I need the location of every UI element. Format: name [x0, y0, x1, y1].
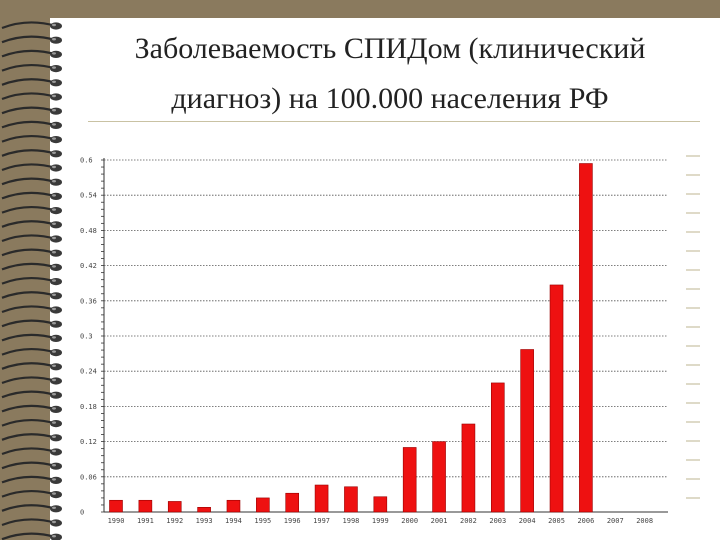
bar-2003: [490, 382, 505, 513]
y-tick-label: 0.48: [80, 227, 97, 235]
x-tick-label: 2004: [519, 517, 536, 525]
y-tick-label: 0.12: [80, 438, 97, 446]
title-divider: [88, 121, 700, 122]
bar-2000: [402, 447, 417, 513]
y-tick-label: 0.6: [80, 157, 93, 165]
x-tick-label: 1990: [108, 517, 125, 525]
x-tick-label: 1998: [343, 517, 360, 525]
x-tick-label: 2005: [548, 517, 565, 525]
x-tick-label: 1991: [137, 517, 154, 525]
bar-1994: [226, 499, 241, 513]
y-tick-label: 0.54: [80, 192, 97, 200]
right-edge-decoration: [686, 155, 700, 499]
title-line-1: Заболеваемость СПИДом (клинический: [134, 32, 646, 65]
bar-2004: [520, 349, 534, 513]
bar-1995: [256, 497, 270, 513]
x-tick-label: 2001: [431, 517, 448, 525]
x-tick-label: 2000: [401, 517, 418, 525]
x-tick-label: 1996: [284, 517, 301, 525]
y-tick-label: 0.42: [80, 262, 97, 270]
y-tick-label: 0.06: [80, 473, 97, 481]
bar-1993: [197, 507, 211, 513]
x-tick-label: 2007: [607, 517, 624, 525]
bar-1990: [109, 499, 123, 513]
y-tick-label: 0.24: [80, 368, 97, 376]
bar-1992: [167, 501, 182, 513]
x-tick-label: 1995: [254, 517, 271, 525]
bar-2006: [579, 163, 593, 513]
title-line-2: диагноз) на 100.000 населения РФ: [171, 82, 609, 115]
x-tick-label: 2008: [636, 517, 653, 525]
bar-1991: [138, 499, 153, 513]
x-tick-label: 1997: [313, 517, 330, 525]
y-tick-label: 0.18: [80, 403, 97, 411]
bar-1997: [314, 484, 329, 513]
x-tick-label: 1993: [196, 517, 213, 525]
x-tick-label: 1999: [372, 517, 389, 525]
x-tick-label: 1992: [166, 517, 183, 525]
y-tick-label: 0.3: [80, 333, 93, 341]
bar-1996: [285, 492, 300, 513]
bar-2001: [432, 441, 446, 513]
y-tick-label: 0.36: [80, 297, 97, 305]
x-tick-label: 2002: [460, 517, 477, 525]
slide-background: [50, 18, 720, 540]
spiral-binding: [1, 21, 62, 540]
y-tick-label: 0: [80, 509, 84, 517]
bar-2002: [461, 423, 476, 513]
slide-title: Заболеваемость СПИДом (клинический диагн…: [90, 24, 690, 124]
x-tick-label: 2003: [489, 517, 506, 525]
x-tick-label: 1994: [225, 517, 242, 525]
bar-1999: [373, 496, 388, 513]
bar-2005: [549, 284, 564, 513]
bar-1998: [344, 486, 358, 513]
x-tick-label: 2006: [577, 517, 594, 525]
